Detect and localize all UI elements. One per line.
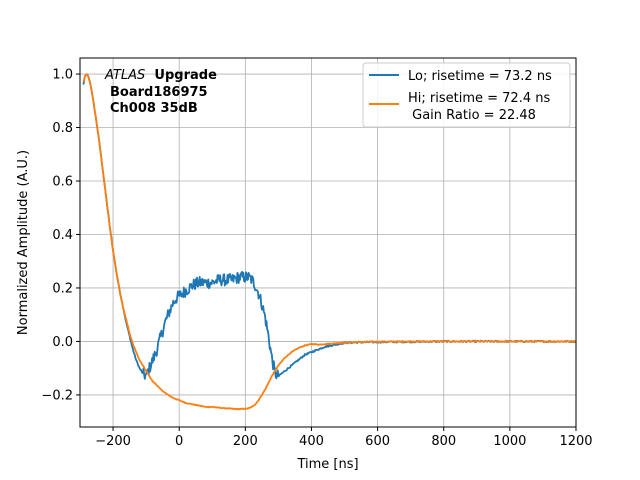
atlas-annotation: ATLAS Upgrade Board186975 Ch008 35dB bbox=[104, 68, 217, 116]
x-tick-label: 800 bbox=[431, 434, 456, 449]
annotation-line1: ATLAS Upgrade bbox=[104, 68, 217, 83]
y-tick-label: 1.0 bbox=[52, 68, 73, 83]
x-tick-label: 200 bbox=[233, 434, 258, 449]
y-tick-label: 0.6 bbox=[52, 175, 73, 190]
x-axis-label: Time [ns] bbox=[296, 457, 358, 472]
x-tick-label: 400 bbox=[299, 434, 324, 449]
x-tick-label: 1200 bbox=[559, 434, 592, 449]
legend-entry-lo: Lo; risetime = 73.2 ns bbox=[408, 69, 552, 84]
y-tick-label: 0.4 bbox=[52, 228, 73, 243]
y-tick-label: 0.2 bbox=[52, 281, 73, 296]
legend-box bbox=[362, 62, 571, 128]
x-tick-label: 0 bbox=[175, 434, 183, 449]
x-tick-label: −200 bbox=[95, 434, 131, 449]
x-tick-label: 1000 bbox=[493, 434, 526, 449]
y-tick-label: −0.2 bbox=[41, 388, 73, 403]
legend: Lo; risetime = 73.2 ns Hi; risetime = 72… bbox=[362, 62, 571, 128]
series-layer bbox=[82, 73, 576, 411]
axes-frame bbox=[79, 57, 577, 428]
annotation-channel: Ch008 35dB bbox=[110, 101, 198, 116]
ticks: −200 0 200 400 600 800 1000 1200 −0.2 0.0 0.2 0.4 0.… bbox=[41, 68, 592, 449]
annotation-upgrade: Upgrade bbox=[154, 68, 217, 83]
legend-entry-hi-gain-ratio: Gain Ratio = 22.48 bbox=[408, 108, 536, 123]
y-tick-label: 0.0 bbox=[52, 335, 73, 350]
annotation-atlas: ATLAS bbox=[104, 68, 145, 83]
series-hi-line bbox=[82, 73, 576, 411]
legend-entry-hi: Hi; risetime = 72.4 ns bbox=[408, 91, 550, 106]
y-axis-label: Normalized Amplitude (A.U.) bbox=[16, 150, 31, 335]
annotation-board: Board186975 bbox=[110, 85, 208, 100]
y-tick-label: 0.8 bbox=[52, 121, 73, 136]
x-tick-label: 600 bbox=[365, 434, 390, 449]
